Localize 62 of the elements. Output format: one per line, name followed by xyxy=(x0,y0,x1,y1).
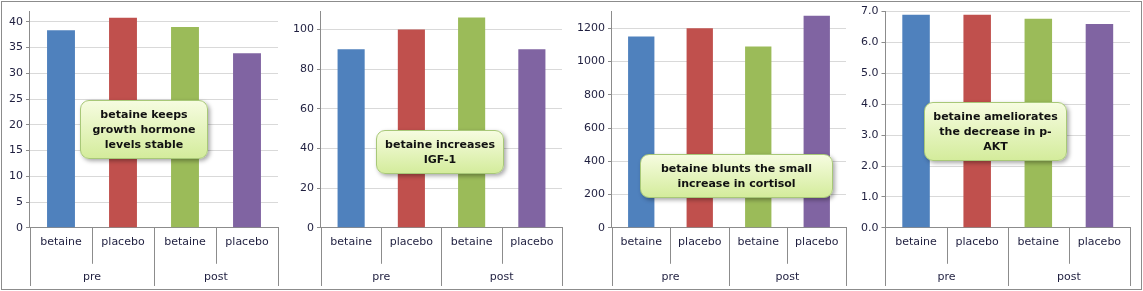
x-tick-label: betaine xyxy=(895,235,938,249)
text: pre xyxy=(372,269,391,283)
y-tick-label: 35 xyxy=(9,40,23,54)
text: post xyxy=(489,269,515,283)
callout-box: betaine keeps growth hormone levels stable xyxy=(80,100,208,159)
y-tick-label: 15 xyxy=(9,143,23,157)
y-tick-label: 6.0 xyxy=(860,35,879,49)
y-tick-label: 0.0 xyxy=(860,220,879,234)
x-tick-label: placebo xyxy=(225,235,269,249)
y-tick-label: 80 xyxy=(300,61,314,75)
text: pre xyxy=(661,269,680,283)
bar xyxy=(233,53,261,228)
y-tick-label: 0 xyxy=(597,220,605,234)
y-tick-label: 40 xyxy=(9,14,23,28)
y-tick-label: 600 xyxy=(583,120,605,134)
y-tick-label: 30 xyxy=(9,66,23,80)
callout-box: betaine blunts the small increase in cortisol xyxy=(640,154,833,198)
text: post xyxy=(1056,269,1082,283)
y-tick-label: 5 xyxy=(16,194,23,208)
text: pre xyxy=(937,269,956,283)
y-tick-label: 4.0 xyxy=(860,97,879,111)
callout-box: betaine increases IGF-1 xyxy=(376,130,504,174)
y-tick-label: 100 xyxy=(293,22,314,36)
y-tick-label: 400 xyxy=(583,154,605,168)
x-tick-label: placebo xyxy=(795,235,839,249)
y-tick-label: 20 xyxy=(300,180,314,194)
y-tick-label: 0 xyxy=(307,220,314,234)
y-tick-label: 1200 xyxy=(576,21,605,35)
y-tick-label: 1000 xyxy=(576,54,605,68)
y-tick-label: 5.0 xyxy=(860,66,879,80)
y-tick-label: 2.0 xyxy=(860,158,879,172)
x-tick-label: betaine xyxy=(450,235,493,249)
x-tick-label: placebo xyxy=(101,235,145,249)
y-tick-label: 10 xyxy=(9,169,23,183)
x-tick-label: placebo xyxy=(389,235,434,249)
x-tick-label: placebo xyxy=(1077,235,1122,249)
y-tick-label: 1.0 xyxy=(860,189,879,203)
y-tick-label: 25 xyxy=(9,91,23,105)
bar xyxy=(337,49,365,228)
x-tick-label: betaine xyxy=(737,235,780,249)
x-tick-label: betaine xyxy=(164,235,207,249)
y-tick-label: 20 xyxy=(9,117,23,131)
x-tick-label: betaine xyxy=(1017,235,1060,249)
text: pre xyxy=(82,269,102,283)
y-tick-label: 40 xyxy=(300,141,314,155)
x-tick-label: betaine xyxy=(40,235,83,249)
y-tick-label: 60 xyxy=(300,101,314,115)
y-tick-label: 0 xyxy=(16,220,23,234)
x-tick-label: placebo xyxy=(955,235,1000,249)
bar xyxy=(47,30,75,228)
callout-box: betaine ameliorates the decrease in p-AKT xyxy=(924,102,1067,161)
text: post xyxy=(204,269,229,283)
y-tick-label: 3.0 xyxy=(860,128,879,141)
x-tick-label: placebo xyxy=(678,235,722,249)
y-tick-label: 7.0 xyxy=(860,4,879,18)
y-tick-label: 200 xyxy=(583,187,605,201)
text: post xyxy=(775,269,801,283)
y-tick-label: 800 xyxy=(583,87,605,101)
x-tick-label: placebo xyxy=(510,235,554,249)
x-tick-label: betaine xyxy=(330,235,373,249)
bar xyxy=(518,49,546,228)
x-tick-label: betaine xyxy=(620,235,663,249)
